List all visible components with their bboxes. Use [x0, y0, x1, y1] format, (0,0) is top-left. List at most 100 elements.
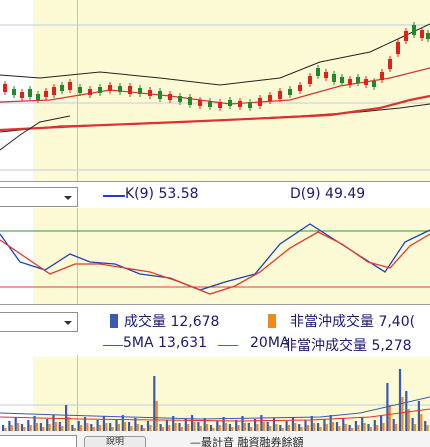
volume-bar [39, 423, 42, 431]
candle-body [60, 85, 64, 91]
volume-bar [153, 376, 156, 431]
chevron-down-icon[interactable] [64, 196, 72, 200]
nonday-volume-bar [98, 425, 102, 431]
candle-body [340, 77, 344, 83]
nonday-volume-bar [332, 422, 335, 431]
volume-bar [209, 425, 213, 431]
candle-body [248, 102, 252, 108]
candle-body [36, 94, 40, 100]
volume-panel: 成交量 12,678 非當沖成交量 7,40( 5MA 13,631 20MA … [0, 305, 430, 431]
nonday-volume-bar [161, 427, 165, 431]
volume-bar [134, 418, 137, 431]
volume-bar [367, 424, 370, 431]
candle-body [380, 72, 384, 80]
volume-bar [121, 415, 124, 431]
candle-body [12, 89, 16, 95]
volume-bar [102, 416, 105, 431]
volume-legend-swatch [110, 314, 118, 328]
candle-body [28, 89, 32, 97]
volume-bar [354, 421, 357, 431]
nonday-volume-bar [174, 423, 177, 431]
volume-bar [146, 421, 150, 431]
volume-bar [266, 422, 269, 431]
candle-body [308, 76, 312, 84]
candle-body [396, 42, 400, 54]
candle-body [228, 100, 232, 106]
nonday-volume-bar [338, 426, 341, 431]
nonday-volume-bar [231, 427, 234, 431]
chevron-down-icon[interactable] [64, 321, 72, 325]
kd-chart-background [33, 208, 430, 304]
nonday-volume-bar [143, 428, 146, 431]
nonday-volume-bar [306, 425, 309, 431]
volume-bar [272, 418, 276, 431]
volume-bar [235, 420, 238, 431]
volume-bar [140, 425, 143, 431]
candle-body [138, 88, 142, 94]
nonday-volume-bar [111, 427, 114, 431]
candle-body [238, 101, 242, 107]
nonday-volume-bar [218, 425, 221, 431]
volume-bar [398, 369, 402, 431]
nonday-volume-bar [382, 423, 385, 431]
volume-bar [90, 424, 93, 431]
ma5-value-label: 5MA 13,631 [123, 335, 207, 351]
help-button[interactable]: 說明 [84, 436, 146, 447]
nonday-volume-bar [187, 424, 190, 431]
nonday-volume-bar [376, 425, 379, 431]
volume-bar [2, 425, 5, 431]
volume-bar [405, 391, 408, 431]
candle-body [52, 87, 56, 95]
nonday-volume-bar [325, 424, 328, 431]
nonday-volume-bar [61, 426, 64, 431]
volume-bar [14, 417, 17, 431]
nonday-volume-bar [149, 425, 152, 431]
nonday-volume-bar [168, 425, 171, 431]
nonday-volume-bar [262, 422, 265, 431]
volume-bar [417, 401, 420, 431]
candle-body [44, 91, 48, 97]
volume-bar [380, 416, 383, 431]
candle-body [218, 102, 222, 108]
nonday-volume-bar [42, 427, 45, 431]
d-value-label: D(9) 49.49 [290, 186, 366, 202]
kd-period-dropdown[interactable] [0, 187, 78, 207]
nonday-volume-bar [300, 427, 303, 431]
candle-body [208, 101, 212, 107]
nonday-volume-bar [369, 427, 372, 431]
volume-bar [411, 418, 414, 431]
candle-body [404, 31, 408, 41]
nonday-volume-bar [407, 409, 410, 431]
nonday-volume-bar [243, 423, 246, 431]
volume-bar [317, 423, 320, 431]
k-value-label: K(9) 53.58 [125, 186, 199, 202]
volume-bar [203, 418, 206, 431]
nonday-volume-bar [4, 428, 7, 431]
volume-bar [348, 425, 351, 431]
volume-bar [279, 425, 282, 431]
nonday-volume-bar [344, 424, 347, 431]
candle-body [158, 91, 162, 99]
nonday-volume-label: 非當沖成交量 7,40( [290, 314, 416, 330]
bottom-left-field[interactable] [0, 435, 77, 447]
volume-bar [228, 424, 231, 431]
panel-divider-2 [0, 304, 430, 305]
volume-mode-dropdown[interactable] [0, 312, 78, 332]
volume-bar [58, 422, 61, 431]
bottom-legend-text: —最計音 融資融券餘額 [190, 436, 304, 447]
nonday-volume-bar [67, 417, 70, 431]
volume-bar [335, 422, 339, 431]
volume-bar [33, 416, 36, 431]
nonday-volume-bar [136, 424, 139, 431]
candle-body [118, 86, 122, 92]
volume-bar [52, 415, 55, 431]
volume-chart-gridline [77, 355, 78, 431]
volume-bar [247, 423, 250, 431]
volume-bar [323, 419, 326, 431]
nonday-volume-bar [193, 422, 196, 431]
candle-body [268, 95, 272, 101]
ma5-volume-line [0, 396, 430, 420]
candle-body [364, 79, 368, 85]
candle-body [68, 82, 72, 90]
k-line [0, 223, 430, 291]
